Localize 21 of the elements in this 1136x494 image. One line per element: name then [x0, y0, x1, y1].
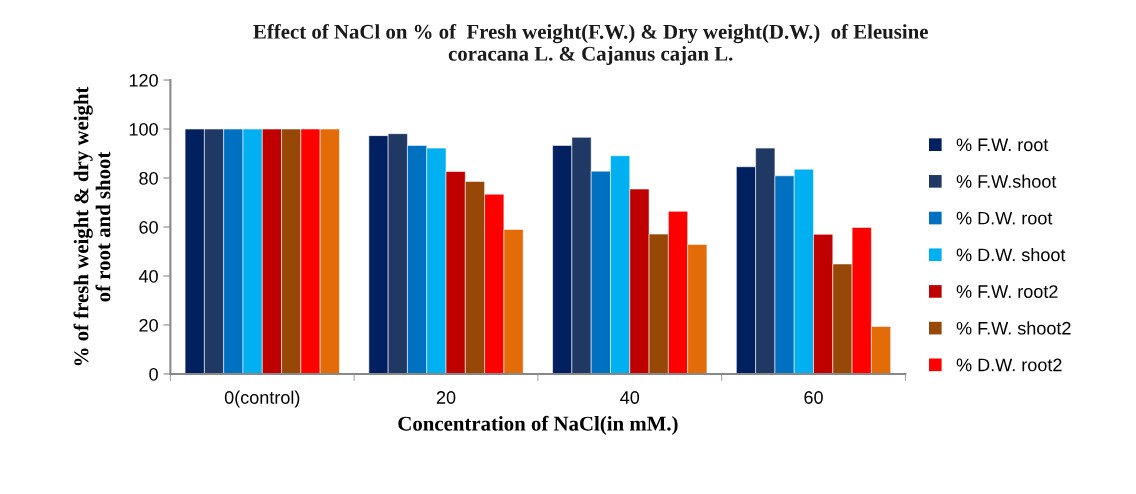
- legend-label: % D.W. root2: [956, 358, 1062, 372]
- legend-label: % F.W. root: [956, 138, 1049, 152]
- x-tick-label: 20: [436, 391, 456, 404]
- y-tick-label: 120: [129, 73, 158, 87]
- y-tick-label: 80: [139, 171, 158, 185]
- legend-label: % D.W. root: [956, 211, 1053, 225]
- legend-label: % D.W. shoot: [956, 247, 1066, 262]
- x-tick-label: 60: [804, 391, 823, 404]
- x-tick-label: 40: [620, 391, 640, 404]
- y-tick-label: 60: [139, 220, 158, 234]
- y-tick-label: 40: [138, 269, 158, 283]
- legend-label: % F.W. root2: [956, 285, 1058, 298]
- x-axis-title: Concentration of NaCl(in mM.): [398, 415, 678, 435]
- y-tick-label: 0: [149, 367, 158, 381]
- legend-label: % F.W. shoot2: [956, 321, 1071, 335]
- x-tick-label: 0(control): [224, 390, 300, 408]
- y-tick-label: 100: [129, 122, 158, 136]
- chart-title: Effect of NaCl on % of Fresh weight(F.W.) & Dry weight(D.W.) of Eleusine coracana L. & Cajanus cajan L.: [253, 23, 928, 65]
- y-tick-label: 20: [139, 318, 158, 332]
- y-axis-title: % of fresh weight & dry weight of root and shoot: [73, 86, 111, 366]
- legend-label: % F.W.shoot: [956, 174, 1057, 188]
